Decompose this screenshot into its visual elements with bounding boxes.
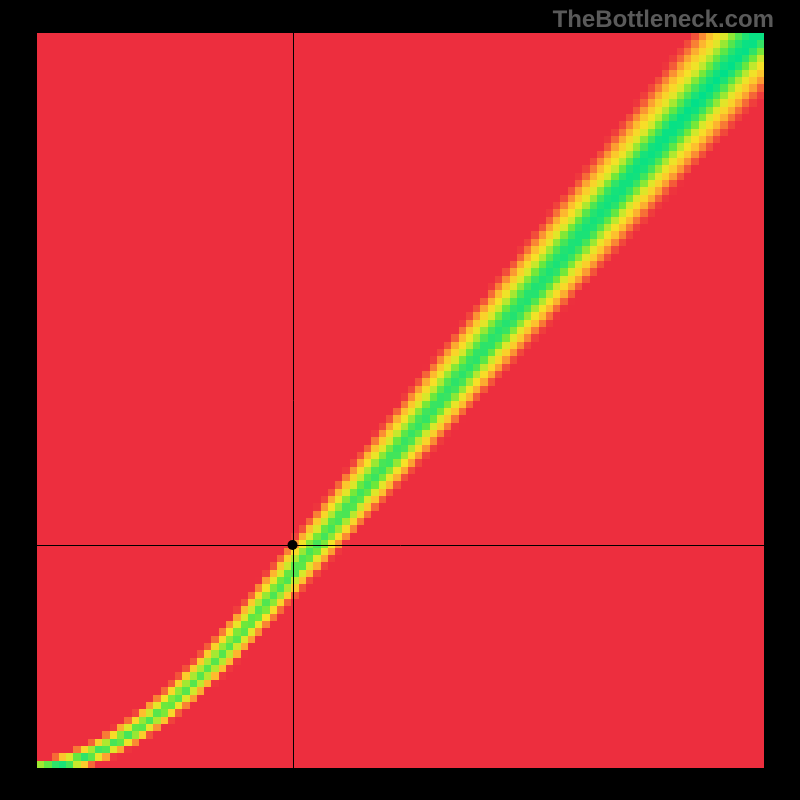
chart-container: TheBottleneck.com — [0, 0, 800, 800]
heatmap-canvas — [0, 0, 800, 800]
watermark-text: TheBottleneck.com — [553, 6, 774, 34]
